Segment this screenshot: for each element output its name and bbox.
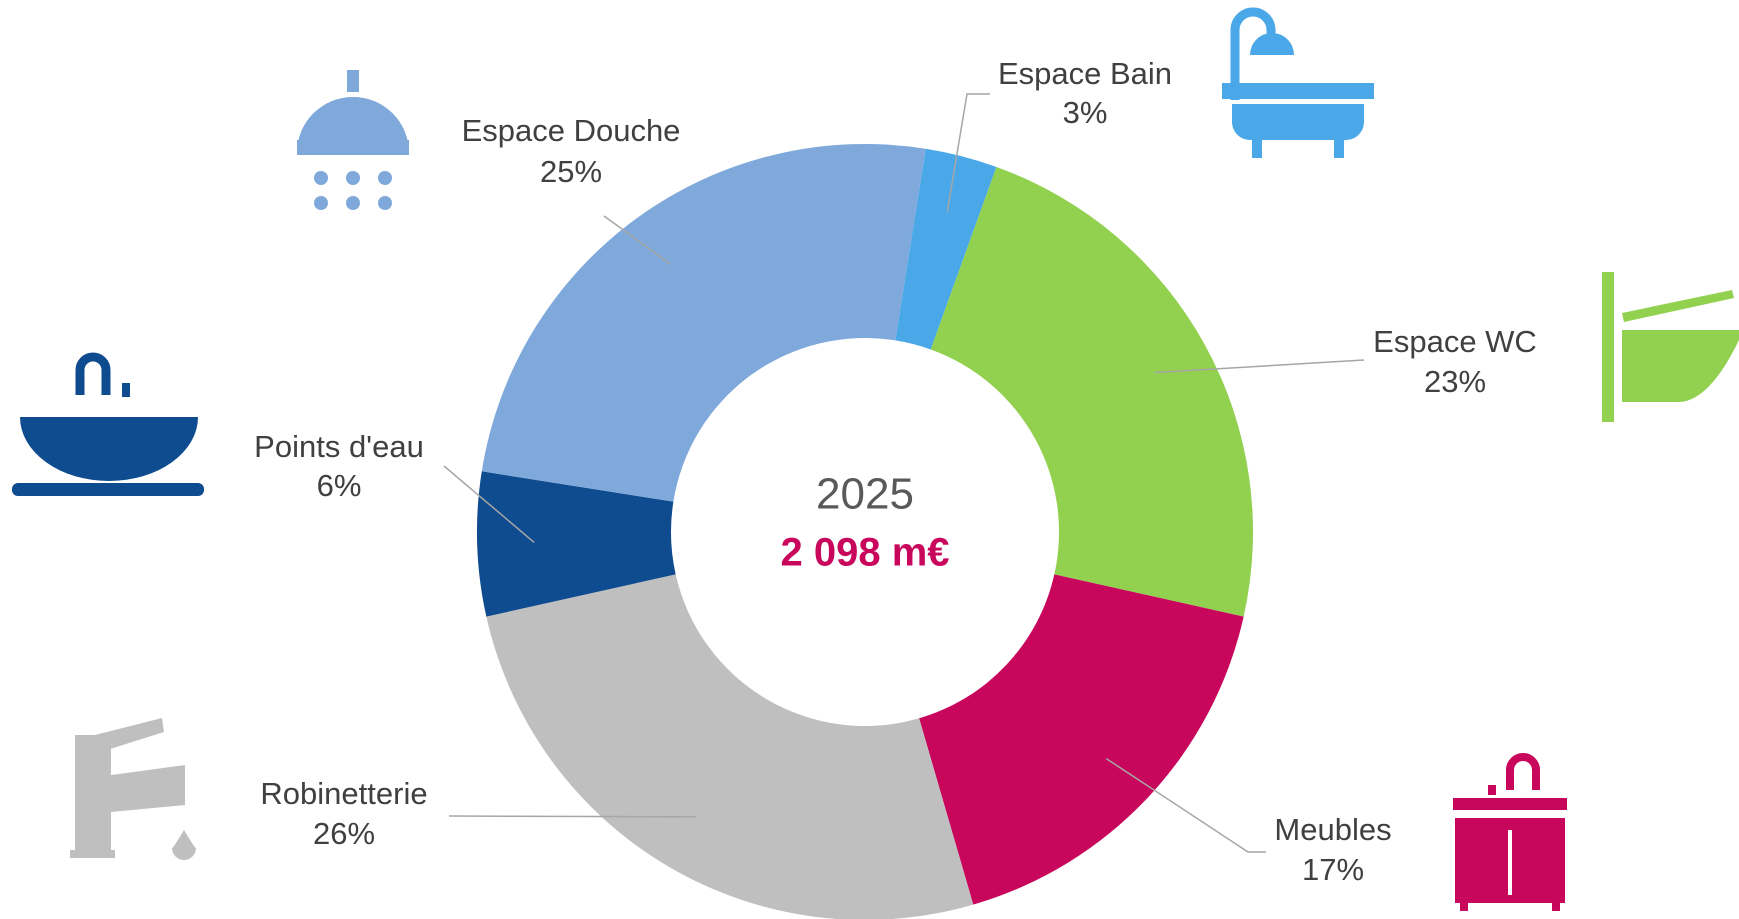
leader-line: [1105, 757, 1266, 853]
donut-segment: [930, 166, 1253, 617]
leader-line: [946, 93, 990, 212]
shower-icon: [297, 70, 409, 210]
value-label: 6%: [317, 468, 362, 503]
leader-line: [1155, 359, 1365, 374]
donut-segment: [481, 143, 926, 502]
category-label: Espace WC: [1373, 324, 1537, 359]
donut-segment: [486, 574, 974, 919]
donut: Espace Bain 3% Espace WC 23% Meubles 17% Robin…: [254, 56, 1537, 919]
bath-icon: [1222, 7, 1374, 158]
wc-icon: [1602, 272, 1739, 422]
faucet-icon: [70, 718, 196, 860]
leader-line: [443, 465, 535, 543]
value-label: 23%: [1424, 364, 1486, 399]
category-label: Points d'eau: [254, 429, 424, 464]
center-value: 2 098 m€: [780, 531, 949, 575]
value-label: 17%: [1302, 852, 1364, 887]
category-label: Espace Douche: [462, 113, 681, 148]
value-label: 26%: [313, 816, 375, 851]
sink-icon: [12, 352, 204, 496]
leader-line: [448, 815, 697, 818]
category-label: Espace Bain: [998, 56, 1172, 91]
value-label: 25%: [540, 154, 602, 189]
donut-segment: [895, 148, 997, 350]
leader-line: [603, 215, 671, 265]
category-label: Meubles: [1274, 812, 1391, 847]
value-label: 3%: [1063, 95, 1108, 130]
donut-segment: [477, 471, 676, 617]
donut-segment: [919, 574, 1244, 905]
center-year: 2025: [816, 470, 914, 519]
cabinet-icon: [1453, 753, 1567, 911]
category-label: Robinetterie: [260, 776, 427, 811]
